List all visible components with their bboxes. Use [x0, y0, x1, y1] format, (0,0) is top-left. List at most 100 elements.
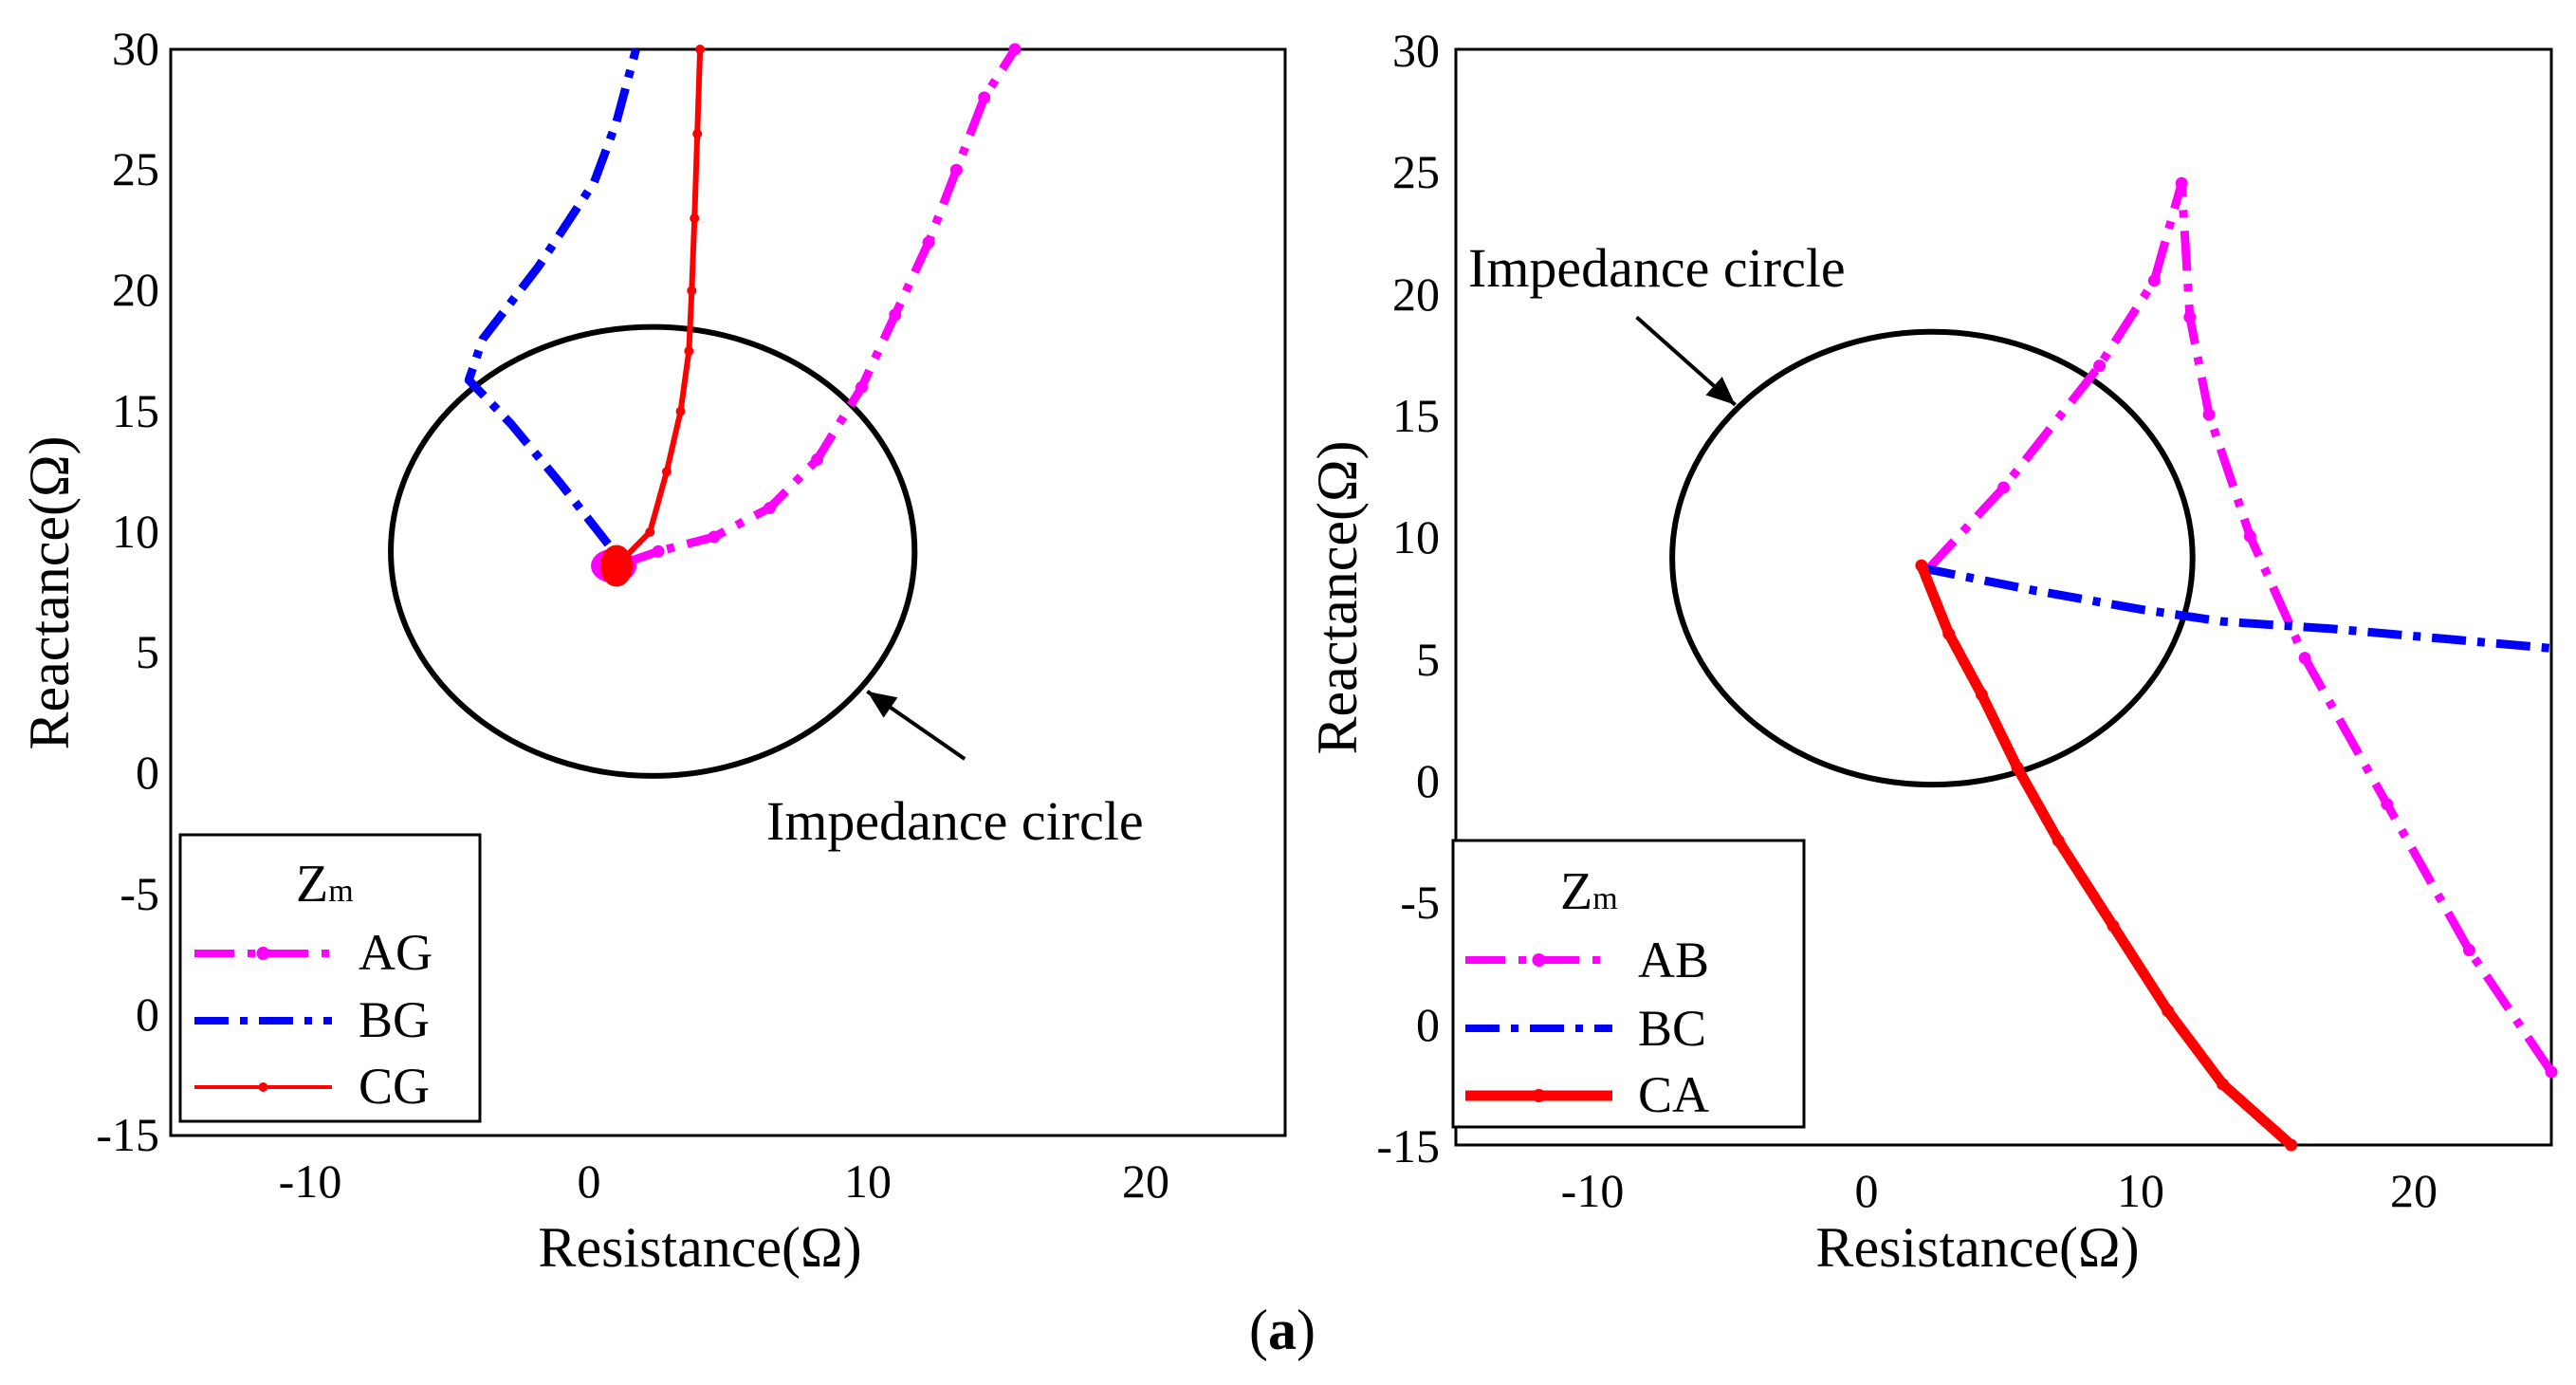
- left-legend-label-bg: BG: [359, 991, 430, 1048]
- right-legend-marker-ca: [1532, 1089, 1546, 1102]
- left-legend-label-ag: AG: [359, 924, 432, 981]
- left-marker-cg: [645, 526, 655, 537]
- right-marker-ab: [2462, 944, 2475, 957]
- left-marker-cg: [692, 129, 703, 139]
- left-series-line-ag: [615, 46, 1019, 570]
- left-series-group: [464, 43, 1021, 587]
- left-ytick-label: -5: [120, 867, 159, 920]
- right-series-group: [1915, 176, 2558, 1152]
- right-marker-ca: [2052, 834, 2065, 847]
- left-xtick-label: 10: [844, 1154, 892, 1208]
- right-xtick-label: 20: [2390, 1164, 2438, 1217]
- right-marker-ab: [1997, 481, 2010, 494]
- left-marker-ag: [811, 453, 823, 467]
- left-ytick-label: 0: [136, 988, 159, 1041]
- right-annotation-arrow-head: [1705, 377, 1736, 405]
- right-marker-ca: [1942, 627, 1956, 640]
- right-ytick-label: 0: [1416, 998, 1440, 1051]
- left-series-line-cg: [614, 48, 704, 568]
- left-x-axis-label: Resistance(Ω): [538, 1216, 861, 1279]
- left-marker-ag: [978, 91, 991, 104]
- right-chart-panel: 30 25 20 15 10 5 0 -5 0 -15 -10 0 10 20 …: [1306, 24, 2558, 1279]
- right-marker-ca: [1975, 688, 1988, 701]
- left-ytick-label: 20: [112, 263, 159, 316]
- right-x-axis-label: Resistance(Ω): [1815, 1216, 2139, 1279]
- left-marker-cg: [687, 286, 697, 296]
- left-marker-ag: [889, 308, 902, 322]
- right-impedance-circle-group: [1669, 328, 2196, 788]
- left-legend-marker-ag: [256, 947, 270, 960]
- right-marker-ab: [2093, 360, 2107, 373]
- left-legend-entries: AG BG CG: [194, 924, 432, 1115]
- right-legend-label-ca: CA: [1638, 1066, 1709, 1123]
- right-marker-ab: [2298, 652, 2311, 665]
- left-series-line-bg: [464, 47, 640, 547]
- left-legend-label-cg: CG: [359, 1058, 430, 1115]
- right-marker-ab: [2545, 1065, 2558, 1079]
- right-marker-ca: [2285, 1138, 2298, 1152]
- right-ticks: 30 25 20 15 10 5 0 -5 0 -15 -10 0 10 20: [1376, 24, 2438, 1217]
- left-ytick-label: -15: [96, 1108, 159, 1161]
- left-xtick-label: 20: [1122, 1154, 1169, 1208]
- left-annotation-group: Impedance circle: [766, 690, 1144, 852]
- right-legend: Zm AB BC CA: [1451, 839, 1806, 1129]
- left-ytick-label: 15: [112, 384, 159, 437]
- left-marker-ag: [949, 163, 963, 176]
- right-series-line-bc: [1920, 563, 2552, 653]
- right-marker-ca: [1915, 559, 1928, 572]
- right-legend-label-bc: BC: [1638, 1000, 1706, 1057]
- left-legend: Zm AG BG CG: [178, 833, 482, 1123]
- right-ytick-label: 30: [1392, 24, 1440, 77]
- left-ytick-label: 0: [136, 746, 159, 799]
- right-ytick-label: -5: [1400, 876, 1440, 929]
- right-legend-entries: AB BC CA: [1465, 932, 1709, 1123]
- left-marker-ag: [764, 501, 777, 514]
- left-y-axis-label: Reactance(Ω): [18, 435, 81, 749]
- right-marker-ca: [2217, 1078, 2229, 1091]
- right-xtick-label: -10: [1561, 1164, 1625, 1217]
- left-marker-cg: [690, 213, 700, 224]
- left-ytick-label: 10: [112, 505, 159, 558]
- right-marker-ca: [2107, 919, 2120, 933]
- left-marker-ag: [708, 530, 721, 544]
- right-xtick-label: 10: [2117, 1164, 2164, 1217]
- left-marker-cg: [675, 406, 686, 416]
- right-ytick-label: 5: [1416, 633, 1440, 686]
- left-marker-cg: [661, 467, 672, 477]
- left-legend-title: Zm: [296, 855, 354, 914]
- left-marker-ag: [856, 380, 868, 394]
- left-ytick-label: 25: [112, 142, 159, 195]
- left-legend-box: [178, 833, 482, 1123]
- right-annotation-text: Impedance circle: [1468, 237, 1846, 299]
- right-ytick-label: 15: [1392, 389, 1440, 442]
- figure-caption: (a): [1249, 1299, 1316, 1361]
- left-annotation-arrow-head: [867, 691, 898, 718]
- left-xtick-label: -10: [279, 1154, 342, 1208]
- left-legend-marker-cg: [258, 1082, 268, 1092]
- right-ytick-label: 0: [1416, 754, 1440, 807]
- right-marker-ca: [2011, 761, 2024, 774]
- right-ytick-label: 20: [1392, 268, 1440, 321]
- right-ytick-label: 10: [1392, 510, 1440, 563]
- right-legend-label-ab: AB: [1638, 932, 1709, 988]
- right-y-axis-label: Reactance(Ω): [1306, 440, 1369, 754]
- right-legend-marker-ab: [1532, 953, 1546, 967]
- right-marker-ab: [2381, 798, 2394, 811]
- left-plot-frame: [169, 47, 1287, 1137]
- left-marker-ag: [922, 236, 935, 249]
- right-impedance-circle: [1669, 328, 2196, 788]
- right-xtick-label: 0: [1855, 1164, 1879, 1217]
- right-plot-frame: [1454, 47, 2553, 1147]
- left-annotation-text: Impedance circle: [766, 790, 1144, 852]
- right-marker-ab: [2175, 176, 2188, 190]
- right-series-line-ab: [1923, 178, 2555, 1075]
- left-marker-cg: [695, 45, 706, 54]
- right-marker-ab: [2147, 274, 2161, 287]
- right-ytick-label: -15: [1376, 1119, 1440, 1173]
- right-series-line-ca: [1916, 563, 2295, 1150]
- right-marker-ab: [2243, 529, 2256, 543]
- left-marker-ag: [1008, 43, 1021, 56]
- right-legend-title: Zm: [1560, 862, 1618, 921]
- left-impedance-circle: [388, 323, 918, 779]
